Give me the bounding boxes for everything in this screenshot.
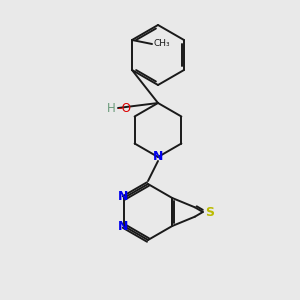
Text: -O: -O [117,101,131,115]
Text: S: S [206,206,214,218]
Text: N: N [153,151,163,164]
Text: CH₃: CH₃ [153,40,169,49]
Text: N: N [118,190,128,203]
Text: H: H [107,101,116,115]
Text: N: N [118,220,128,233]
